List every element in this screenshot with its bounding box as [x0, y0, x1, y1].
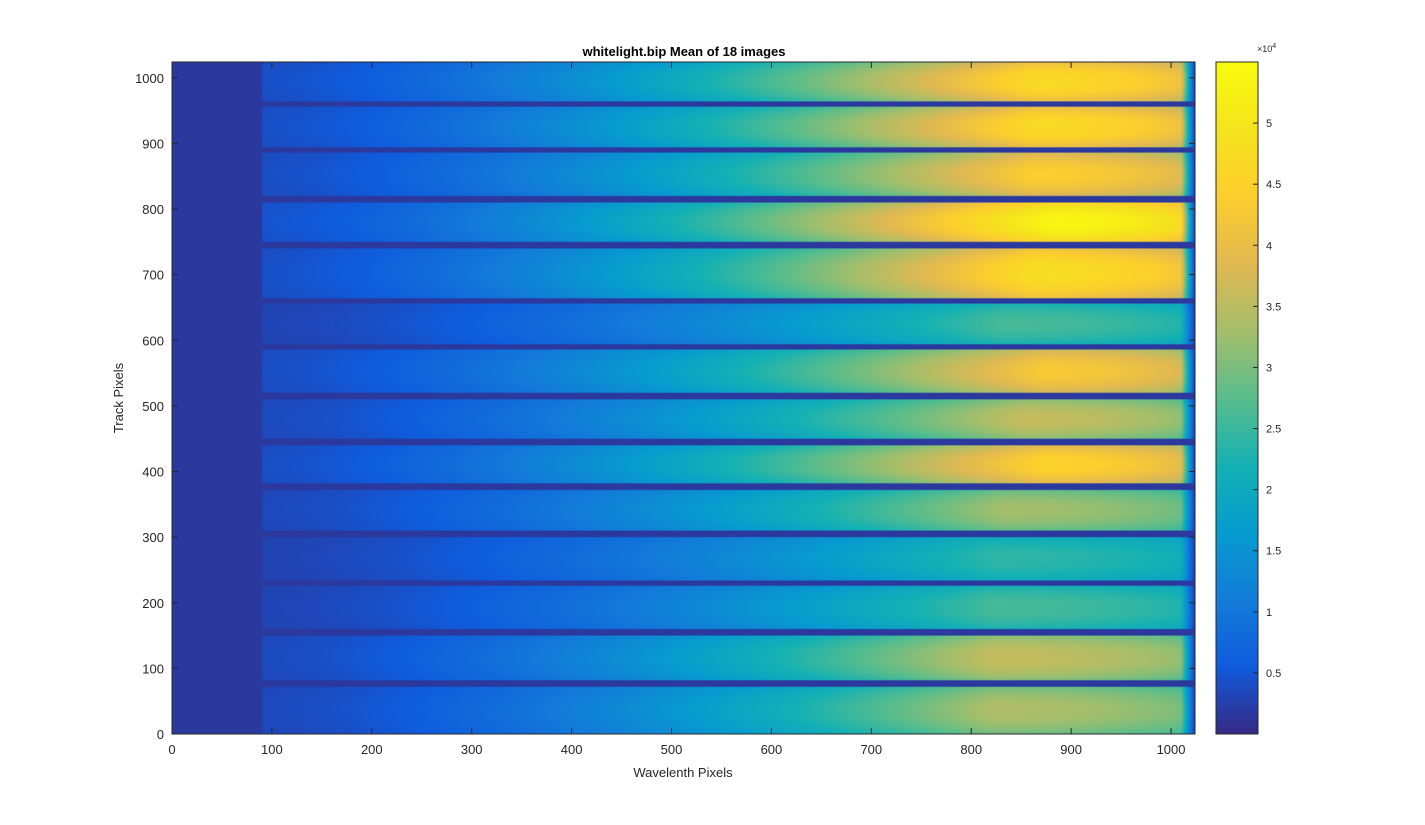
colorbar-exponent-power: 4 [1272, 43, 1276, 50]
plot-frame [171, 61, 1196, 735]
y-tick-label: 1000 [135, 71, 164, 86]
y-axis-label: Track Pixels [111, 362, 126, 433]
y-tick-label: 700 [142, 268, 164, 283]
colorbar-tick-label: 3.5 [1266, 301, 1281, 313]
heatmap-image [172, 62, 1195, 734]
y-tick-label: 800 [142, 202, 164, 217]
x-tick-label: 600 [761, 742, 783, 757]
x-axis-label: Wavelenth Pixels [633, 765, 733, 780]
x-axis-ticks: 0 100 200 300 400 500 600 700 800 900 1000 [168, 62, 1185, 757]
colorbar-tick-label: 5 [1266, 118, 1272, 130]
y-tick-label: 500 [142, 399, 164, 414]
y-axis-ticks: 0 100 200 300 400 500 600 700 800 900 1000 [135, 71, 1195, 742]
plot-area: 0 100 200 300 400 500 600 700 800 900 1000 0 100 200… [135, 61, 1196, 757]
colorbar-tick-label: 1 [1266, 607, 1272, 619]
colorbar-frame [1215, 61, 1259, 735]
colorbar-ticks: 0.5 1 1.5 2 2.5 3 3.5 4 4.5 5 [1253, 118, 1281, 680]
x-tick-label: 800 [960, 742, 982, 757]
colorbar-tick-label: 4 [1266, 240, 1272, 252]
colorbar-tick-label: 0.5 [1266, 668, 1281, 680]
y-tick-label: 100 [142, 661, 164, 676]
y-tick-label: 0 [157, 727, 164, 742]
x-tick-label: 200 [361, 742, 383, 757]
x-tick-label: 0 [168, 742, 175, 757]
colorbar-tick-label: 1.5 [1266, 546, 1281, 558]
x-tick-label: 700 [860, 742, 882, 757]
colorbar: 0.511.522.533.544.55 ×104 [1215, 43, 1281, 735]
y-tick-label: 200 [142, 596, 164, 611]
chart-title: whitelight.bip Mean of 18 images [582, 44, 786, 59]
colorbar-tick-label: 2 [1266, 485, 1272, 497]
y-tick-label: 300 [142, 530, 164, 545]
y-tick-label: 600 [142, 333, 164, 348]
colorbar-exponent: ×104 [1257, 43, 1276, 54]
x-tick-label: 900 [1060, 742, 1082, 757]
x-tick-label: 500 [661, 742, 683, 757]
x-tick-label: 100 [261, 742, 283, 757]
x-tick-label: 1000 [1157, 742, 1186, 757]
y-tick-label: 400 [142, 465, 164, 480]
colorbar-tick-label: 3 [1266, 362, 1272, 374]
x-tick-label: 300 [461, 742, 483, 757]
colorbar-tick-label: 4.5 [1266, 179, 1281, 191]
colorbar-gradient [1216, 62, 1258, 734]
colorbar-tick-label: 2.5 [1266, 424, 1281, 436]
y-tick-label: 900 [142, 136, 164, 151]
x-tick-label: 400 [561, 742, 583, 757]
colorbar-exponent-base: ×10 [1257, 44, 1272, 54]
